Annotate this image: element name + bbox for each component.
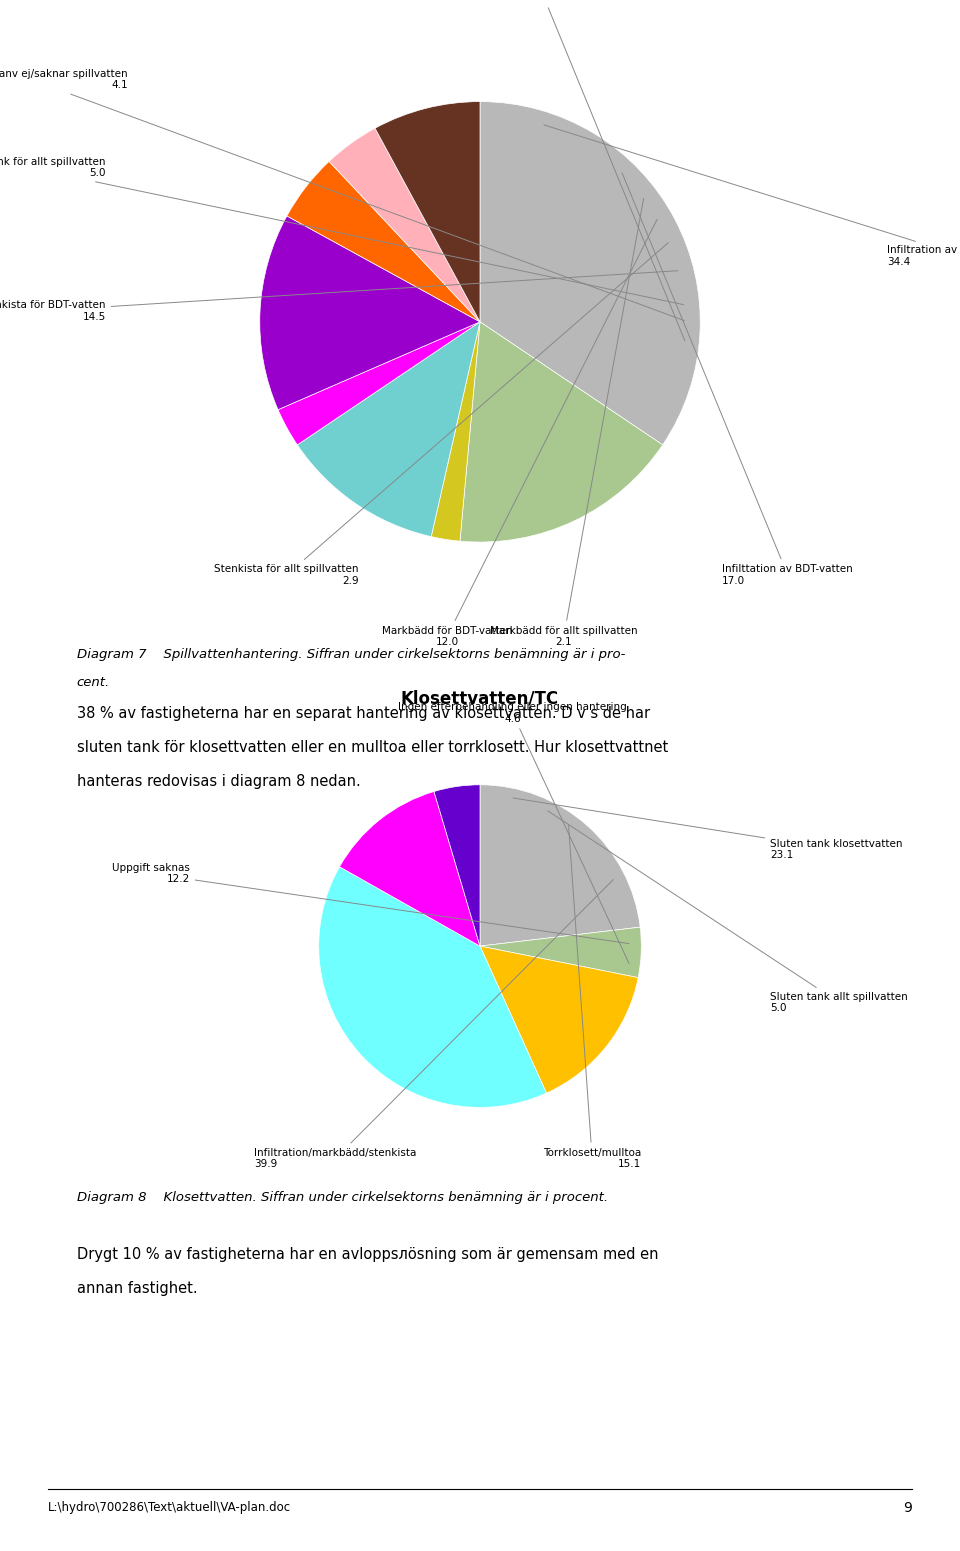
- Text: 9: 9: [903, 1501, 912, 1515]
- Wedge shape: [434, 785, 480, 946]
- Text: Uppgift saknas
12.2: Uppgift saknas 12.2: [111, 862, 629, 943]
- Wedge shape: [329, 129, 480, 323]
- Text: Drygt 10 % av fastigheterna har en avloppsлösning som är gemensam med en: Drygt 10 % av fastigheterna har en avlop…: [77, 1247, 659, 1263]
- Text: Stenkista för allt spillvatten
2.9: Stenkista för allt spillvatten 2.9: [214, 242, 668, 586]
- Text: Torrklosett/mulltoa
15.1: Torrklosett/mulltoa 15.1: [543, 825, 641, 1169]
- Wedge shape: [375, 102, 480, 323]
- Text: Ingen efterbehandling eller ingen hantering
4.6: Ingen efterbehandling eller ingen hanter…: [397, 703, 629, 963]
- Text: L:\hydro\700286\Text\aktuell\VA-plan.doc: L:\hydro\700286\Text\aktuell\VA-plan.doc: [48, 1501, 291, 1514]
- Text: Markbädd för BDT-vatten
12.0: Markbädd för BDT-vatten 12.0: [382, 219, 658, 647]
- Text: Infiltration av allt spillvatten
34.4: Infiltration av allt spillvatten 34.4: [544, 126, 960, 267]
- Text: cent.: cent.: [77, 676, 110, 689]
- Wedge shape: [480, 946, 638, 1093]
- Text: Stenkista för BDT-vatten
14.5: Stenkista för BDT-vatten 14.5: [0, 271, 678, 321]
- Text: Sluten tank för allt spillvatten
5.0: Sluten tank för allt spillvatten 5.0: [0, 157, 684, 304]
- Text: Uppgift saknas
7.9: Uppgift saknas 7.9: [503, 0, 684, 341]
- Title: Klosettvatten/TC: Klosettvatten/TC: [401, 690, 559, 707]
- Wedge shape: [319, 867, 546, 1107]
- Wedge shape: [480, 927, 641, 977]
- Text: Sluten tank klosettvatten
23.1: Sluten tank klosettvatten 23.1: [513, 799, 902, 861]
- Wedge shape: [340, 791, 480, 946]
- Text: Fastigheten anv ej/saknar spillvatten
4.1: Fastigheten anv ej/saknar spillvatten 4.…: [0, 68, 684, 321]
- Wedge shape: [431, 323, 480, 541]
- Text: Diagram 8    Klosettvatten. Siffran under cirkelsektorns benämning är i procent.: Diagram 8 Klosettvatten. Siffran under c…: [77, 1191, 608, 1204]
- Wedge shape: [460, 323, 662, 541]
- Text: Markbädd för allt spillvatten
2.1: Markbädd för allt spillvatten 2.1: [490, 199, 643, 647]
- Text: Diagram 7    Spillvattenhantering. Siffran under cirkelsektorns benämning är i p: Diagram 7 Spillvattenhantering. Siffran …: [77, 648, 625, 661]
- Wedge shape: [278, 323, 480, 445]
- Text: sluten tank för klosettvatten eller en mulltoa eller torrklosett. Hur klosettvat: sluten tank för klosettvatten eller en m…: [77, 740, 668, 755]
- Wedge shape: [480, 102, 700, 445]
- Text: hanteras redovisas i diagram 8 nedan.: hanteras redovisas i diagram 8 nedan.: [77, 774, 361, 789]
- Wedge shape: [260, 216, 480, 409]
- Text: Infilttation av BDT-vatten
17.0: Infilttation av BDT-vatten 17.0: [622, 172, 853, 586]
- Wedge shape: [480, 785, 640, 946]
- Text: annan fastighet.: annan fastighet.: [77, 1281, 198, 1297]
- Wedge shape: [287, 161, 480, 323]
- Text: Infiltration/markbädd/stenkista
39.9: Infiltration/markbädd/stenkista 39.9: [254, 879, 613, 1169]
- Wedge shape: [298, 323, 480, 537]
- Text: Sluten tank allt spillvatten
5.0: Sluten tank allt spillvatten 5.0: [548, 811, 908, 1013]
- Text: 38 % av fastigheterna har en separat hantering av klosettvatten. D v s de har: 38 % av fastigheterna har en separat han…: [77, 706, 650, 721]
